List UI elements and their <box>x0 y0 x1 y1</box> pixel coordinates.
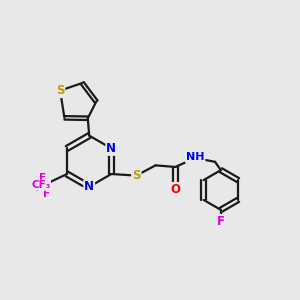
Text: F: F <box>35 183 42 193</box>
Text: F: F <box>43 189 50 199</box>
Text: F: F <box>217 215 225 228</box>
Text: O: O <box>170 183 180 196</box>
Text: N: N <box>106 142 116 155</box>
Text: N: N <box>84 180 94 193</box>
Text: CF₃: CF₃ <box>31 180 50 190</box>
Text: F: F <box>39 173 46 183</box>
Text: S: S <box>56 84 64 97</box>
Text: S: S <box>132 169 141 182</box>
Text: NH: NH <box>186 152 205 162</box>
